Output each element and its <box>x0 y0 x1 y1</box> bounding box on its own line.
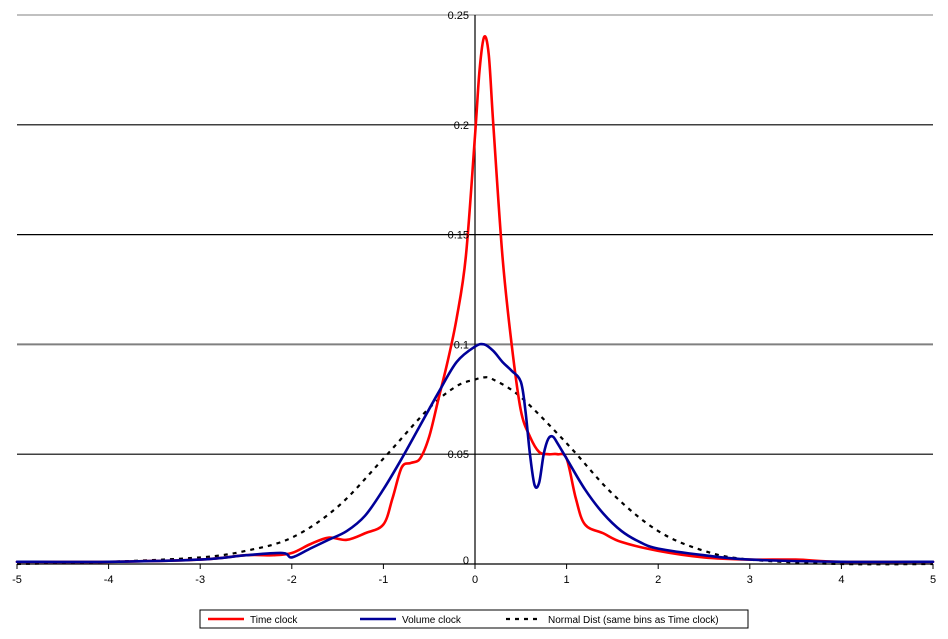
x-tick-label: -5 <box>12 574 22 586</box>
legend-label-0: Time clock <box>250 615 298 626</box>
x-tick-label: -4 <box>104 574 114 586</box>
x-tick-label: 2 <box>655 574 661 586</box>
axes <box>16 15 934 569</box>
y-tick-label: 0.05 <box>448 449 469 461</box>
y-tick-label: 0 <box>463 555 469 567</box>
y-tick-label: 0.1 <box>454 339 469 351</box>
legend: Time clock Volume clock Normal Dist (same … <box>199 609 749 629</box>
x-tick-label: 5 <box>930 574 936 586</box>
legend-label-1: Volume clock <box>402 615 462 626</box>
legend-box <box>199 609 749 629</box>
x-tick-label: 0 <box>472 574 478 586</box>
series-line-0 <box>15 35 935 564</box>
x-tick-label: 3 <box>747 574 753 586</box>
x-tick-label: 4 <box>838 574 844 586</box>
x-tick-label: -2 <box>287 574 297 586</box>
legend-label-2: Normal Dist (same bins as Time clock) <box>548 615 719 626</box>
x-tick-label: -1 <box>379 574 389 586</box>
y-tick-labels: 0.05 0.1 0.15 0.2 0.25 0 <box>448 10 469 567</box>
y-tick-label: 0.25 <box>448 10 469 22</box>
series-layer <box>15 35 935 566</box>
x-tick-labels: -5 -4 -3 -2 -1 0 1 2 3 4 5 <box>12 574 936 586</box>
y-tick-label: 0.2 <box>454 120 469 132</box>
y-tick-label: 0.15 <box>448 230 469 242</box>
series-line-1 <box>15 342 935 564</box>
x-tick-label: -3 <box>195 574 205 586</box>
x-tick-label: 1 <box>564 574 570 586</box>
